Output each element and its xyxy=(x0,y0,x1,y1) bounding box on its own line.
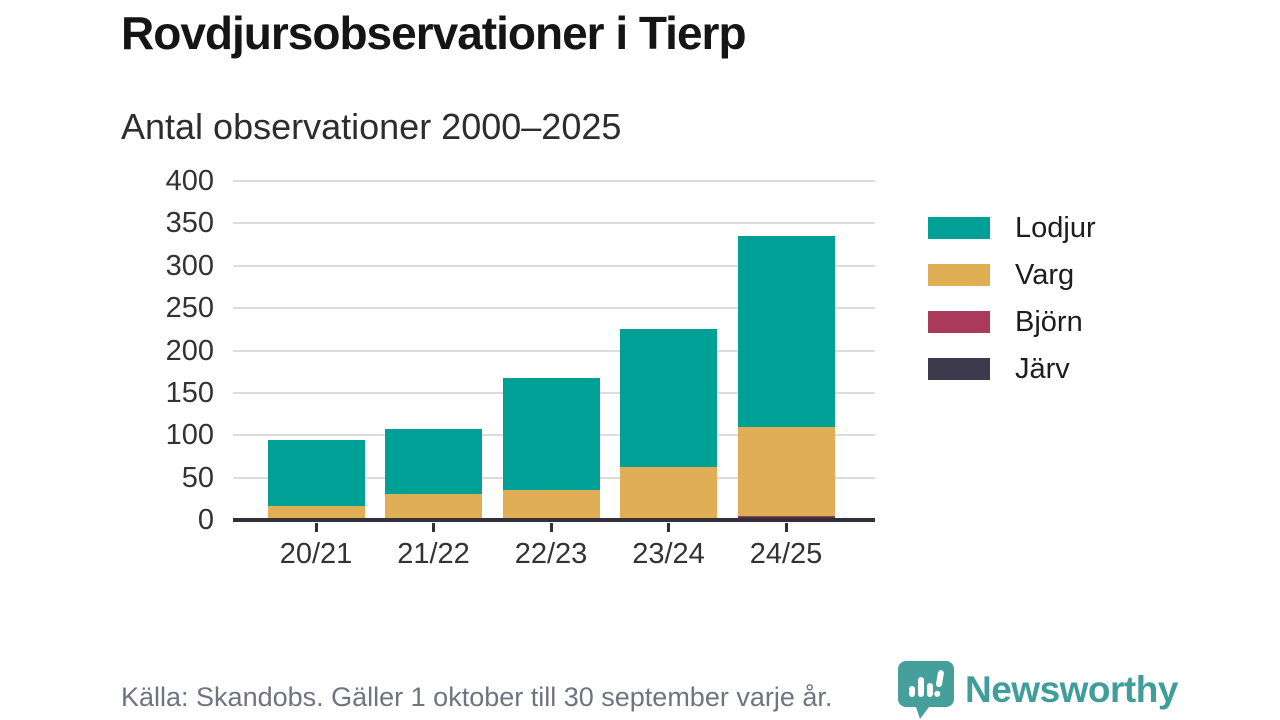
y-axis-tick-label: 250 xyxy=(165,292,214,325)
bar-segment-varg-21/22 xyxy=(385,493,482,519)
x-axis-line xyxy=(233,518,875,522)
gridline-400 xyxy=(233,180,875,182)
legend-swatch-björn xyxy=(928,311,990,333)
legend-item-varg: Varg xyxy=(928,259,1096,291)
x-axis-tick-label: 20/21 xyxy=(279,538,353,570)
y-axis-tick-label: 300 xyxy=(165,249,214,282)
source-note: Källa: Skandobs. Gäller 1 oktober till 3… xyxy=(121,682,833,712)
legend-label-järv: Järv xyxy=(1015,353,1070,385)
legend-swatch-lodjur xyxy=(928,217,990,239)
gridline-250 xyxy=(233,307,875,310)
x-axis: 20/21 21/22 22/23 23/24 24/25 xyxy=(233,520,875,584)
legend-item-björn: Björn xyxy=(928,306,1096,338)
legend-swatch-järv xyxy=(928,358,990,380)
newsworthy-wordmark: Newsworthy xyxy=(965,669,1178,710)
newsworthy-logo: Newsworthy xyxy=(897,660,1178,720)
bar-segment-varg-23/24 xyxy=(620,467,717,519)
bar-21/22 xyxy=(385,428,482,520)
legend-label-björn: Björn xyxy=(1015,306,1083,338)
x-axis-tick xyxy=(314,523,318,532)
legend-swatch-varg xyxy=(928,264,990,286)
plot-area xyxy=(233,180,875,522)
y-axis-tick-label: 100 xyxy=(165,419,214,452)
x-axis-tick xyxy=(667,523,670,532)
bar-segment-lodjur-24/25 xyxy=(737,236,835,427)
bar-segment-lodjur-22/23 xyxy=(502,377,600,491)
bar-segment-lodjur-20/21 xyxy=(267,439,365,507)
bar-segment-björn-24/25 xyxy=(737,515,835,518)
gridline-200 xyxy=(233,349,875,352)
legend-label-varg: Varg xyxy=(1015,259,1075,291)
x-axis-tick xyxy=(432,523,435,532)
x-axis-tick-label: 21/22 xyxy=(397,538,470,570)
x-axis-tick xyxy=(549,523,553,532)
bar-22/23 xyxy=(502,377,600,520)
chart-subtitle: Antal observationer 2000–2025 xyxy=(121,106,622,147)
bar-segment-varg-24/25 xyxy=(737,426,835,516)
y-axis-tick-label: 400 xyxy=(165,165,214,197)
bar-segment-lodjur-23/24 xyxy=(620,329,717,468)
legend: Lodjur Varg Björn Järv xyxy=(928,212,1096,405)
chart-title: Rovdjursobservationer i Tierp xyxy=(121,7,747,59)
x-axis-tick xyxy=(784,523,788,532)
bar-segment-varg-22/23 xyxy=(502,490,600,519)
bar-24/25 xyxy=(737,236,835,520)
y-axis-tick-label: 350 xyxy=(165,207,214,240)
newsworthy-logo-icon xyxy=(898,661,954,719)
x-axis-tick-label: 22/23 xyxy=(514,538,588,570)
bar-segment-varg-20/21 xyxy=(267,506,365,520)
bar-20/21 xyxy=(267,439,365,520)
bar-23/24 xyxy=(620,329,717,520)
x-axis-tick-label: 24/25 xyxy=(749,538,823,570)
legend-label-lodjur: Lodjur xyxy=(1015,212,1096,244)
y-axis-tick-label: 150 xyxy=(165,376,214,409)
y-axis-labels: 0 50 100 150 200 250 300 350 400 xyxy=(110,166,214,535)
y-axis-tick-label: 0 xyxy=(197,504,214,536)
x-axis-tick-label: 23/24 xyxy=(632,538,705,570)
legend-item-lodjur: Lodjur xyxy=(928,212,1096,244)
gridline-350 xyxy=(233,222,875,225)
y-axis-tick-label: 200 xyxy=(165,334,214,367)
bar-segment-lodjur-21/22 xyxy=(385,428,482,494)
legend-item-järv: Järv xyxy=(928,353,1096,385)
y-axis-tick-label: 50 xyxy=(181,461,214,494)
gridline-300 xyxy=(233,264,875,267)
